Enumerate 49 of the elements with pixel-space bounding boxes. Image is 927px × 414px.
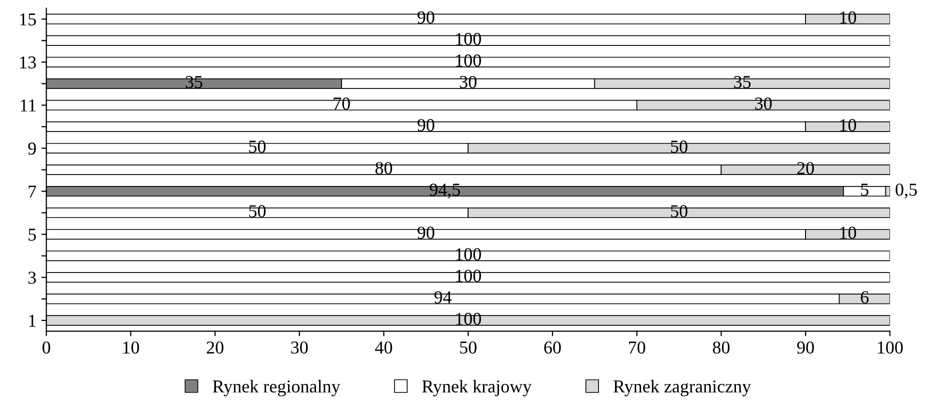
data-label: 5 [861, 184, 868, 196]
y-tick-label: 1 [29, 314, 36, 327]
data-label: 10 [840, 11, 856, 24]
x-tick-label: 70 [629, 341, 646, 354]
data-label: 0,5 [896, 184, 917, 198]
x-tick-label: 90 [797, 341, 814, 354]
legend-label: Rynek zagraniczny [613, 380, 752, 396]
data-label: 50 [249, 205, 266, 218]
data-label: 50 [671, 205, 688, 218]
y-tick-label: 7 [28, 186, 36, 198]
x-tick-label: 20 [206, 341, 224, 354]
data-label: 70 [334, 97, 350, 110]
data-label: 35 [734, 76, 751, 88]
data-label: 100 [456, 312, 481, 325]
x-tick-label: 10 [123, 341, 140, 354]
x-tick-label: 80 [712, 341, 730, 354]
y-tick-label: 13 [20, 56, 36, 69]
data-label: 94,5 [430, 184, 460, 198]
x-tick-label: 0 [42, 341, 50, 354]
x-tick-label: 30 [291, 341, 308, 354]
x-tick-label: 60 [544, 341, 561, 354]
y-tick-label: 11 [20, 100, 36, 112]
data-label: 10 [840, 119, 856, 132]
data-label: 30 [460, 76, 476, 88]
data-label: 90 [418, 119, 434, 132]
y-tick-label: 5 [28, 228, 36, 241]
data-label: 80 [375, 162, 392, 174]
data-label: 50 [249, 140, 266, 153]
legend-label: Rynek krajowy [422, 380, 532, 396]
data-label: 10 [840, 226, 856, 239]
x-tick-label: 100 [878, 341, 903, 354]
data-label: 100 [456, 270, 481, 282]
data-label: 90 [418, 11, 434, 24]
x-tick-label: 40 [375, 341, 392, 354]
data-label: 50 [671, 140, 688, 153]
data-label: 90 [418, 226, 434, 239]
y-tick-label: 3 [28, 272, 36, 284]
data-label: 100 [456, 54, 481, 67]
data-label: 94 [434, 291, 452, 304]
x-tick-label: 50 [460, 341, 476, 354]
data-label: 100 [456, 32, 481, 46]
data-label: 100 [456, 248, 481, 260]
data-label: 30 [755, 97, 772, 110]
data-label: 35 [186, 76, 202, 88]
data-label: 20 [797, 162, 814, 174]
data-label: 6 [860, 291, 869, 304]
legend-label: Rynek regionalny [212, 380, 340, 396]
y-tick-label: 9 [28, 142, 36, 155]
y-tick-label: 15 [20, 13, 36, 26]
